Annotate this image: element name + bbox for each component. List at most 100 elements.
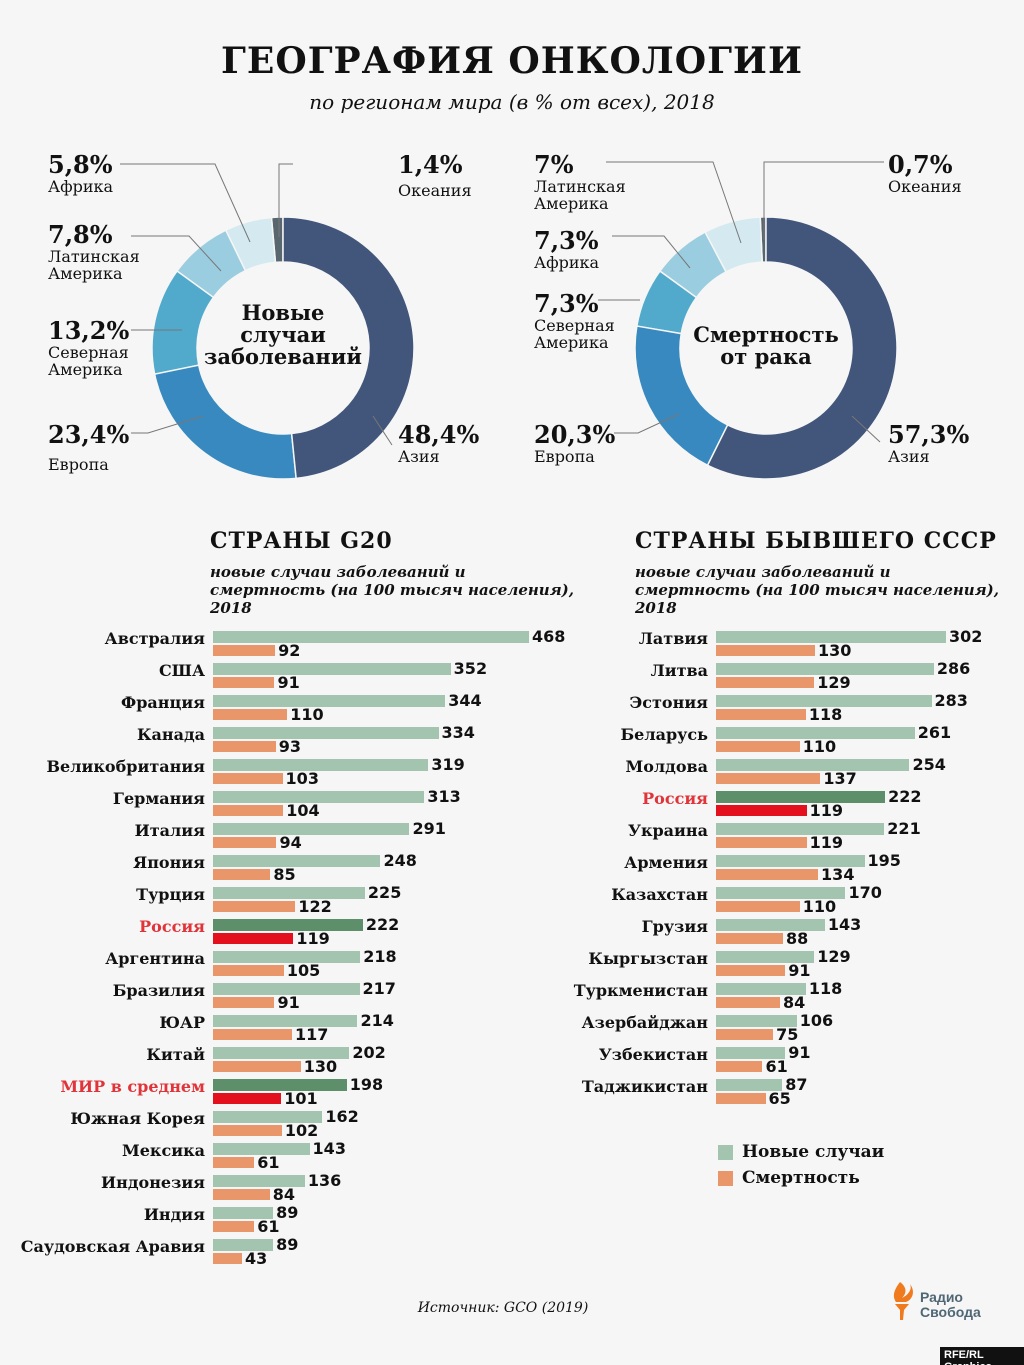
deaths-value-label: 65 [768, 1089, 791, 1108]
new-cases-value-label: 225 [367, 883, 402, 902]
deaths-bar [213, 1093, 282, 1104]
new-cases-bar [716, 951, 815, 963]
category-label: Саудовская Аравия [20, 1237, 205, 1256]
donut-slice [224, 216, 277, 272]
new-cases-value-label: 202 [352, 1043, 386, 1062]
label-oceania-new: 1,4% Океания [398, 150, 472, 200]
category-label: Франция [121, 693, 205, 712]
deaths-value-label: 91 [788, 961, 811, 980]
donut-slice [634, 325, 729, 467]
category-label: Кыргызстан [588, 949, 708, 968]
new-cases-bar [716, 855, 865, 867]
deaths-value-label: 119 [809, 833, 844, 852]
label-asia-new: 48,4% Азия [398, 420, 480, 466]
new-cases-bar [716, 919, 825, 931]
new-cases-bar [213, 1111, 323, 1123]
new-cases-value-label: 217 [362, 979, 396, 998]
deaths-value-label: 103 [285, 769, 319, 788]
category-label: Армения [624, 853, 708, 872]
new-cases-bar [213, 727, 439, 739]
new-cases-value-label: 218 [363, 947, 397, 966]
donut-slice [282, 216, 415, 480]
new-cases-bar [213, 791, 425, 803]
deaths-bar [716, 869, 819, 880]
donut-slice [658, 231, 727, 299]
category-label: Латвия [638, 629, 708, 648]
new-cases-bar [213, 951, 361, 963]
category-label: Мексика [122, 1141, 205, 1160]
category-label: Казахстан [611, 885, 708, 904]
credit: RFE/RL Graphics [940, 1347, 1024, 1365]
new-cases-bar [716, 983, 806, 995]
new-cases-value-label: 143 [827, 915, 862, 934]
label-latam-new: 7,8% Латинская Америка [48, 220, 140, 283]
new-cases-bar [716, 727, 915, 739]
new-cases-bar [213, 1175, 305, 1187]
deaths-bar [716, 997, 780, 1008]
new-cases-value-label: 143 [312, 1139, 346, 1158]
deaths-bar [716, 709, 806, 720]
ussr-title: СТРАНЫ БЫВШЕГО СССР [635, 528, 997, 554]
deaths-value-label: 61 [257, 1153, 280, 1172]
new-cases-value-label: 89 [276, 1235, 299, 1254]
category-label: Узбекистан [598, 1045, 708, 1064]
new-cases-bar [213, 1079, 347, 1091]
new-cases-bar [716, 663, 934, 675]
new-cases-value-label: 468 [532, 627, 566, 646]
new-cases-bar [213, 1239, 274, 1251]
new-cases-bar [213, 663, 451, 675]
deaths-value-label: 104 [286, 801, 320, 820]
deaths-bar [716, 1029, 774, 1040]
category-label: США [158, 661, 205, 680]
page-subtitle: по регионам мира (в % от всех), 2018 [309, 90, 715, 114]
new-cases-value-label: 302 [949, 627, 983, 646]
deaths-value-label: 118 [808, 705, 843, 724]
deaths-bar [716, 741, 800, 752]
category-label: Эстония [629, 693, 708, 712]
category-label: Таджикистан [581, 1077, 708, 1096]
deaths-value-label: 84 [782, 993, 806, 1012]
new-cases-value-label: 118 [808, 979, 843, 998]
deaths-value-label: 94 [279, 833, 302, 852]
label-asia-deaths: 57,3% Азия [888, 420, 970, 466]
label-namerica-deaths: 7,3% Северная Америка [534, 289, 615, 352]
category-label: Молдова [625, 757, 708, 776]
deaths-value-label: 130 [818, 641, 852, 660]
source-note: Источник: GCO (2019) [417, 1300, 589, 1316]
deaths-bar [213, 645, 276, 656]
deaths-bar [213, 1029, 292, 1040]
deaths-bar [213, 869, 271, 880]
deaths-bar [716, 837, 807, 848]
new-cases-bar [716, 759, 910, 771]
deaths-value-label: 110 [290, 705, 324, 724]
deaths-bar [213, 805, 284, 816]
category-label: Южная Корея [70, 1109, 205, 1128]
new-cases-bar [716, 695, 932, 707]
new-cases-bar [213, 919, 363, 931]
new-cases-bar [213, 1015, 358, 1027]
category-label: Австралия [104, 629, 205, 648]
new-cases-bar [213, 631, 529, 643]
deaths-value-label: 84 [272, 1185, 295, 1204]
new-cases-value-label: 283 [934, 691, 968, 710]
deaths-bar [716, 1093, 766, 1104]
deaths-value-label: 130 [303, 1057, 338, 1076]
new-cases-value-label: 136 [307, 1171, 342, 1190]
category-label: Туркменистан [573, 981, 708, 1000]
new-cases-bar [213, 1207, 274, 1219]
category-label: Индия [143, 1205, 205, 1224]
category-label: Грузия [641, 917, 708, 936]
new-cases-value-label: 170 [848, 883, 882, 902]
deaths-value-label: 137 [823, 769, 857, 788]
category-label: Италия [134, 821, 205, 840]
label-namerica-new: 13,2% Северная Америка [48, 316, 130, 379]
legend-swatch-new [718, 1145, 733, 1160]
legend-label-deaths: Смертность [742, 1168, 860, 1188]
deaths-value-label: 117 [295, 1025, 329, 1044]
legend-label-new: Новые случаи [742, 1142, 885, 1162]
new-cases-bar [716, 887, 846, 899]
donut-slice [635, 270, 698, 335]
category-label: Индонезия [101, 1173, 205, 1192]
g20-title: СТРАНЫ G20 [210, 528, 393, 554]
donut-slice [151, 269, 215, 376]
